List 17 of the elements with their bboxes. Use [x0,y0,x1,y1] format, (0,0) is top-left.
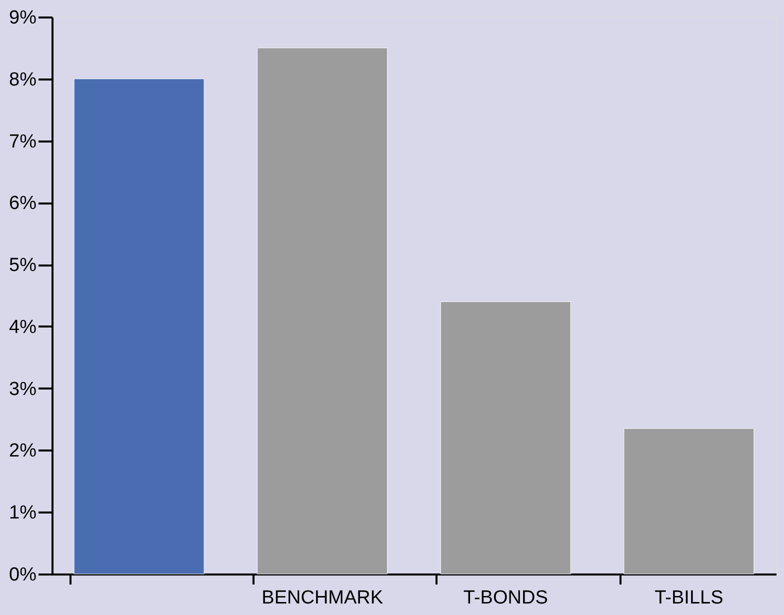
bar [257,48,388,574]
x-tick-label: T-BONDS [463,588,548,608]
y-tick-label: 1% [9,502,37,524]
y-tick-label: 5% [9,255,37,276]
y-tick-label: 2% [9,440,37,462]
y-tick-label: 0% [9,564,37,586]
bar [440,301,571,574]
y-tick-label: 7% [9,131,37,152]
y-tick-label: 6% [9,193,37,214]
y-tick-label: 8% [9,69,37,90]
bar [624,428,754,574]
bar [74,78,204,574]
y-tick-label: 9% [9,8,37,28]
y-tick-label: 4% [9,316,37,338]
x-tick-label: T-BILLS [654,588,724,608]
x-tick-label: BENCHMARK [262,588,384,608]
y-tick-label: 3% [9,378,37,400]
